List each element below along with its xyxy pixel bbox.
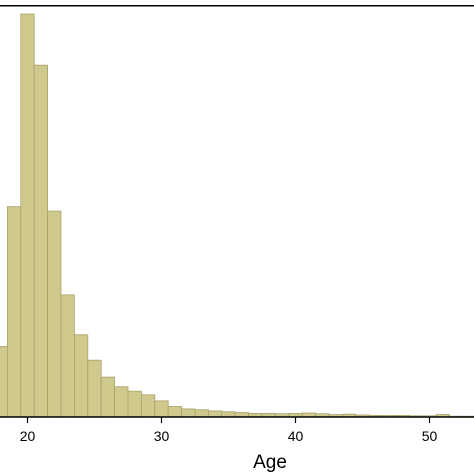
histogram-bar (74, 334, 89, 418)
x-tick-label: 30 (154, 428, 170, 444)
histogram-bar (221, 411, 236, 418)
x-tick-label: 20 (20, 428, 36, 444)
histogram-bar (100, 376, 115, 418)
histogram-bar (7, 206, 22, 418)
x-tick-label: 50 (422, 428, 438, 444)
histogram-bar (207, 410, 223, 418)
x-axis-ticks: 20 30 40 50 (20, 417, 438, 444)
x-tick-label: 40 (288, 428, 304, 444)
histogram-bar (140, 394, 156, 418)
histogram-bar (47, 210, 62, 418)
histogram-bar (127, 390, 142, 418)
histogram-bar (33, 64, 49, 418)
plot-frame-top-border (0, 5, 474, 7)
histogram-bars (0, 13, 474, 418)
histogram-bar (181, 408, 196, 418)
histogram-bar (87, 359, 102, 418)
histogram-bar (167, 406, 182, 418)
histogram-bar (60, 294, 75, 418)
histogram-bar (114, 386, 129, 418)
histogram-bar (194, 409, 209, 418)
x-axis-title: Age (253, 452, 287, 473)
histogram-bar (154, 400, 169, 418)
histogram-bar (20, 13, 35, 418)
histogram-bar (0, 346, 8, 418)
